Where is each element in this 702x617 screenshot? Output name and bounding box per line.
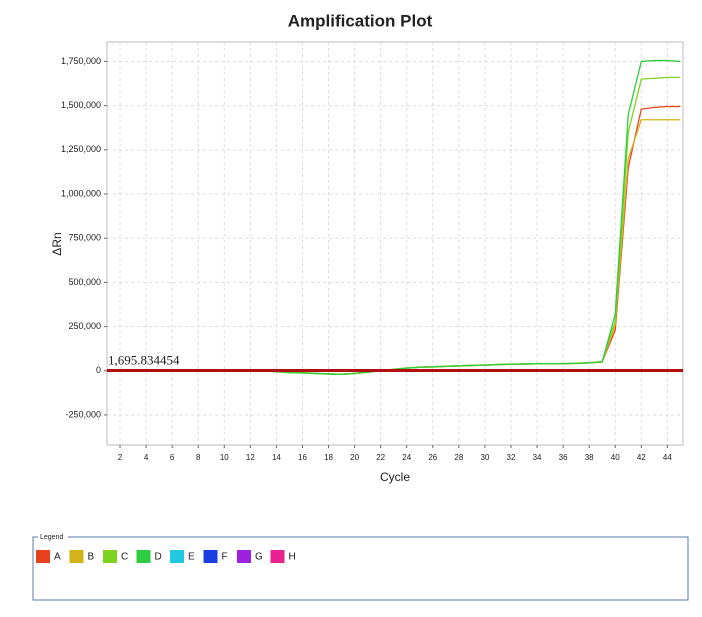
x-tick-label: 28 [454, 453, 463, 462]
chart-title: Amplification Plot [288, 11, 433, 30]
plot-area [106, 41, 684, 446]
legend-swatch [69, 550, 84, 563]
x-tick-label: 44 [663, 453, 672, 462]
y-axis-label: ΔRn [50, 232, 64, 255]
x-tick-label: 32 [507, 453, 516, 462]
x-tick-label: 16 [298, 453, 307, 462]
x-tick-label: 2 [118, 453, 123, 462]
x-tick-label: 18 [324, 453, 333, 462]
x-tick-label: 42 [637, 453, 646, 462]
x-tick-label: 26 [428, 453, 437, 462]
legend-label: F [222, 552, 228, 563]
x-tick-label: 6 [170, 453, 175, 462]
legend-box [32, 536, 689, 601]
legend-label: A [54, 552, 61, 563]
legend-label: D [155, 552, 162, 563]
y-tick-label: 1,500,000 [61, 100, 101, 110]
legend-label: H [289, 552, 296, 563]
x-tick-label: 40 [611, 453, 620, 462]
y-tick-label: 750,000 [68, 233, 101, 243]
legend-label: C [121, 552, 128, 563]
x-tick-label: 30 [480, 453, 489, 462]
legend-label: E [188, 552, 195, 563]
legend-swatch [136, 550, 151, 563]
x-tick-label: 34 [533, 453, 542, 462]
y-tick-label: 1,750,000 [61, 56, 101, 66]
x-tick-label: 10 [220, 453, 229, 462]
legend-swatch [170, 550, 184, 563]
y-tick-label: 0 [96, 365, 101, 375]
y-tick-label: 1,000,000 [61, 188, 101, 198]
legend-label: B [88, 552, 95, 563]
y-tick-label: 250,000 [68, 321, 101, 331]
x-tick-label: 36 [559, 453, 568, 462]
threshold-label: 1,695.834454 [108, 352, 180, 367]
legend-swatch [237, 550, 251, 563]
y-tick-label: -250,000 [65, 409, 101, 419]
legend-title: Legend [40, 534, 63, 541]
legend-swatch [36, 550, 50, 563]
x-axis-label: Cycle [380, 470, 410, 484]
legend-swatch [270, 550, 285, 563]
legend-label: G [255, 552, 263, 563]
x-tick-label: 12 [246, 453, 255, 462]
x-tick-label: 4 [144, 453, 149, 462]
x-tick-label: 38 [585, 453, 594, 462]
x-tick-label: 20 [350, 453, 359, 462]
y-tick-label: 500,000 [68, 277, 101, 287]
x-tick-label: 24 [402, 453, 411, 462]
x-tick-label: 8 [196, 453, 201, 462]
legend-title-bg [38, 532, 68, 542]
x-tick-label: 14 [272, 453, 281, 462]
y-tick-label: 1,250,000 [61, 144, 101, 154]
x-tick-label: 22 [376, 453, 385, 462]
legend-swatch [203, 550, 218, 563]
legend-swatch [103, 550, 117, 563]
